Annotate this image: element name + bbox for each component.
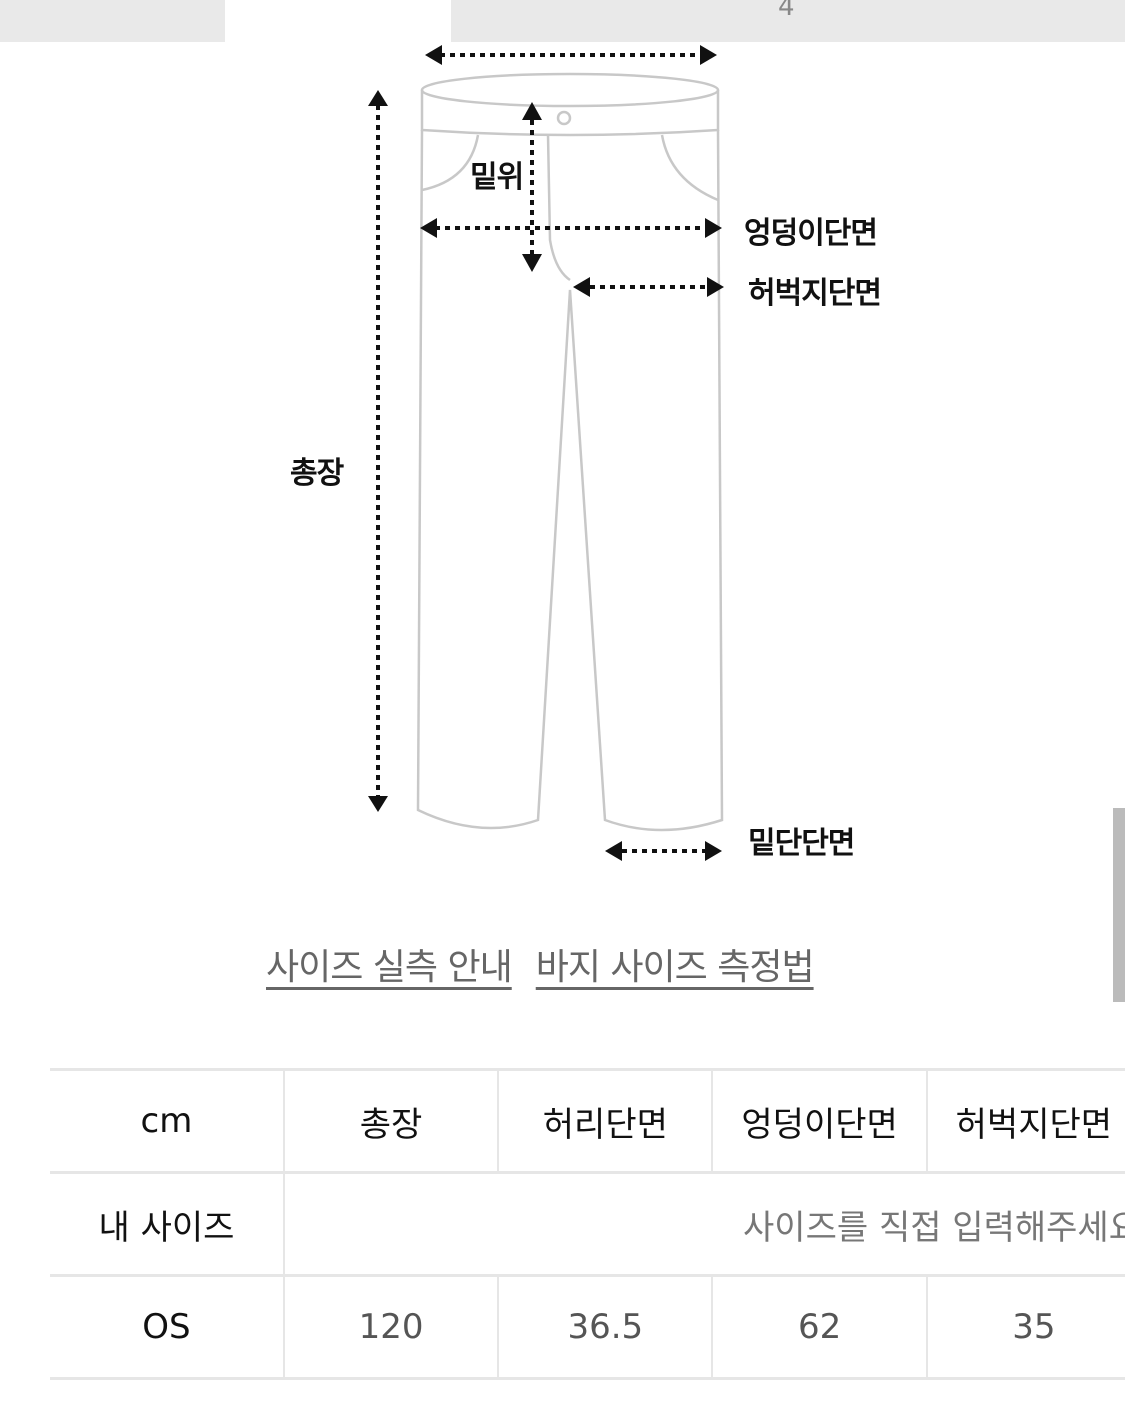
- value-hip: 62: [711, 1274, 927, 1380]
- pants-diagram: [368, 45, 724, 861]
- table-row: OS 120 36.5 62 35: [50, 1274, 1125, 1380]
- value-length: 120: [282, 1274, 499, 1380]
- value-waist: 36.5: [497, 1274, 713, 1380]
- value-thigh: 35: [925, 1274, 1125, 1380]
- size-label: OS: [50, 1274, 284, 1380]
- size-table: cm 총장 허리단면 엉덩이단면 허벅지단면 내 사이즈 사이즈를 직접 입력해…: [50, 1068, 1125, 1380]
- header-hip: 엉덩이단면: [711, 1068, 927, 1174]
- table-header-row: cm 총장 허리단면 엉덩이단면 허벅지단면: [50, 1068, 1125, 1174]
- measure-method-link[interactable]: 바지 사이즈 측정법: [535, 947, 815, 988]
- my-size-input[interactable]: 사이즈를 직접 입력해주세요: [282, 1171, 1125, 1277]
- label-hem: 밑단단면: [748, 826, 855, 861]
- header-length: 총장: [282, 1068, 499, 1174]
- header-unit: cm: [50, 1068, 284, 1174]
- header-thigh: 허벅지단면: [925, 1068, 1125, 1174]
- tab-left[interactable]: [0, 0, 225, 42]
- size-guide-link[interactable]: 사이즈 실측 안내: [266, 947, 513, 988]
- my-size-label: 내 사이즈: [50, 1171, 284, 1277]
- guide-links: 사이즈 실측 안내 바지 사이즈 측정법: [266, 938, 838, 990]
- tab-right[interactable]: [451, 0, 1125, 42]
- scrollbar[interactable]: [1113, 808, 1125, 1002]
- label-rise: 밑위: [470, 160, 524, 195]
- tab-number: 4: [778, 0, 795, 22]
- label-length: 총장: [290, 456, 344, 491]
- my-size-row: 내 사이즈 사이즈를 직접 입력해주세요: [50, 1171, 1125, 1277]
- label-hip: 엉덩이단면: [744, 216, 878, 251]
- header-waist: 허리단면: [497, 1068, 713, 1174]
- label-thigh: 허벅지단면: [748, 276, 882, 311]
